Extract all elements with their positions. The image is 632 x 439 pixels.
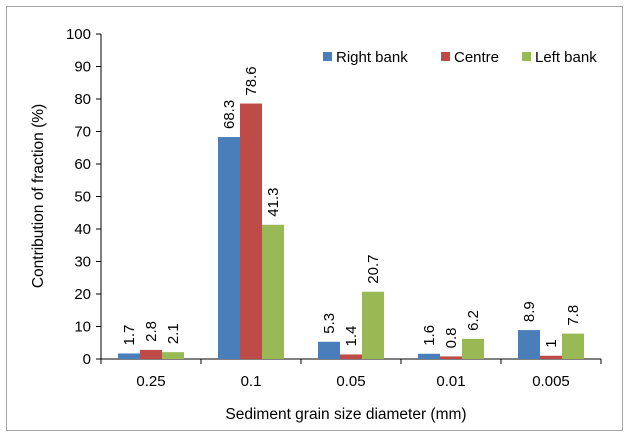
bar (218, 137, 240, 359)
y-tick-label: 70 (74, 124, 91, 141)
bar (562, 333, 584, 359)
y-tick-label: 0 (83, 351, 91, 368)
legend-swatch (441, 52, 450, 61)
bar (318, 341, 340, 359)
data-label: 1.7 (121, 325, 138, 346)
data-label: 0.8 (443, 328, 460, 349)
bar (462, 338, 484, 359)
bar (362, 291, 384, 359)
legend-label: Centre (454, 49, 499, 66)
bar (340, 354, 362, 359)
y-tick-label: 90 (74, 59, 91, 76)
data-label: 20.7 (365, 255, 382, 284)
y-axis-title: Contribution of fraction (%) (30, 104, 47, 288)
bar (418, 353, 440, 359)
data-label: 7.8 (565, 305, 582, 326)
y-tick-label: 30 (74, 254, 91, 271)
y-tick-label: 100 (66, 26, 91, 43)
y-tick-label: 40 (74, 221, 91, 238)
data-label: 1.4 (343, 326, 360, 347)
bar (540, 355, 562, 359)
data-label: 78.6 (243, 66, 260, 95)
data-label: 68.3 (221, 100, 238, 129)
x-tick-label: 0.005 (532, 373, 570, 390)
y-tick-label: 20 (74, 286, 91, 303)
bar (162, 352, 184, 359)
x-axis-title: Sediment grain size diameter (mm) (225, 406, 466, 423)
legend-label: Right bank (336, 49, 408, 66)
x-tick-label: 0.25 (136, 373, 165, 390)
bar (518, 330, 540, 359)
data-label: 1.6 (421, 325, 438, 346)
legend-swatch (522, 52, 531, 61)
x-tick-label: 0.01 (436, 373, 465, 390)
legend: Right bank Centre Left bank (323, 49, 597, 66)
bar (240, 103, 262, 359)
bar (262, 224, 284, 359)
bar (140, 349, 162, 359)
y-tick-label: 80 (74, 91, 91, 108)
bar (440, 356, 462, 359)
legend-swatch (323, 52, 332, 61)
data-label: 2.1 (165, 323, 182, 344)
bars (118, 103, 584, 359)
x-tick-label: 0.05 (336, 373, 365, 390)
data-label: 6.2 (465, 310, 482, 331)
y-tick-label: 50 (74, 189, 91, 206)
chart-frame (6, 6, 623, 431)
y-tick-label: 10 (74, 319, 91, 336)
legend-label: Left bank (535, 49, 597, 66)
data-label: 1 (543, 339, 560, 347)
data-label: 41.3 (265, 188, 282, 217)
data-labels: 1.7 68.3 5.3 1.6 8.9 2.8 78.6 1.4 0.8 1 2.1 41.3 20.… (121, 66, 582, 348)
x-tick-label: 0.1 (241, 373, 262, 390)
bar (118, 353, 140, 359)
data-label: 5.3 (321, 313, 338, 334)
y-tick-label: 60 (74, 156, 91, 173)
data-label: 2.8 (143, 321, 160, 342)
axes: 0 10 20 30 40 50 60 70 80 90 100 0.25 0.1 0.05 0.01 0.0… (66, 26, 602, 390)
data-label: 8.9 (521, 301, 538, 322)
